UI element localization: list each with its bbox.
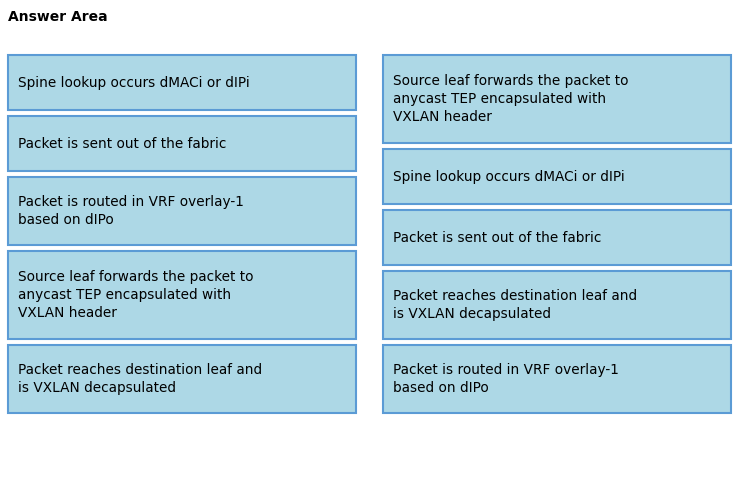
- Bar: [8, 55, 356, 110]
- Bar: [383, 149, 731, 204]
- Text: Packet is routed in VRF overlay-1
based on dIPo: Packet is routed in VRF overlay-1 based …: [393, 363, 619, 395]
- Text: Packet reaches destination leaf and
is VXLAN decapsulated: Packet reaches destination leaf and is V…: [393, 289, 637, 321]
- Text: Packet is routed in VRF overlay-1
based on dIPo: Packet is routed in VRF overlay-1 based …: [18, 195, 244, 227]
- Text: Source leaf forwards the packet to
anycast TEP encapsulated with
VXLAN header: Source leaf forwards the packet to anyca…: [393, 74, 628, 124]
- Text: Source leaf forwards the packet to
anycast TEP encapsulated with
VXLAN header: Source leaf forwards the packet to anyca…: [18, 270, 254, 320]
- Bar: [383, 55, 731, 143]
- Text: Packet reaches destination leaf and
is VXLAN decapsulated: Packet reaches destination leaf and is V…: [18, 363, 262, 395]
- Text: Answer Area: Answer Area: [8, 10, 107, 24]
- Text: Spine lookup occurs dMACi or dIPi: Spine lookup occurs dMACi or dIPi: [18, 76, 250, 90]
- Bar: [8, 177, 356, 245]
- Bar: [383, 210, 731, 265]
- Bar: [383, 271, 731, 339]
- Bar: [8, 116, 356, 171]
- Bar: [8, 345, 356, 413]
- Text: Packet is sent out of the fabric: Packet is sent out of the fabric: [393, 231, 601, 245]
- Text: Packet is sent out of the fabric: Packet is sent out of the fabric: [18, 136, 226, 150]
- Text: Spine lookup occurs dMACi or dIPi: Spine lookup occurs dMACi or dIPi: [393, 169, 624, 183]
- Bar: [8, 251, 356, 339]
- Bar: [383, 345, 731, 413]
